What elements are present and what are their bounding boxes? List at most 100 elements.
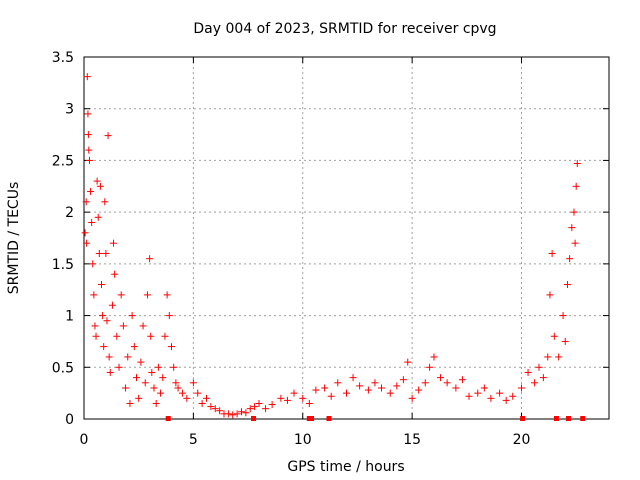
data-point (110, 239, 118, 247)
data-point (443, 379, 451, 387)
data-point (98, 281, 105, 289)
x-axis-label: GPS time / hours (287, 459, 404, 475)
data-point (544, 353, 552, 361)
data-point (238, 408, 245, 416)
bottom-marker (566, 416, 572, 421)
data-point (141, 379, 149, 387)
data-point (113, 332, 121, 340)
data-point (89, 260, 97, 268)
data-point (152, 399, 160, 407)
data-point (119, 322, 127, 330)
data-point (104, 132, 112, 140)
data-point (122, 384, 130, 392)
data-point (349, 374, 357, 382)
y-tick-label: 0 (65, 412, 74, 428)
x-tick-label: 0 (80, 432, 89, 448)
chart-title: Day 004 of 2023, SRMTID for receiver cpv… (193, 21, 496, 37)
data-point (343, 389, 350, 397)
data-point (299, 394, 307, 402)
data-point (334, 379, 342, 387)
data-point (404, 358, 412, 366)
data-points (81, 73, 581, 419)
data-point (268, 401, 276, 409)
data-point (458, 376, 466, 384)
data-point (563, 281, 571, 289)
data-point (277, 394, 285, 402)
x-tick-label: 5 (189, 432, 198, 448)
data-point (364, 386, 372, 394)
data-point (546, 291, 554, 299)
data-point (229, 411, 237, 419)
data-point (312, 386, 320, 394)
data-point (165, 312, 173, 320)
data-point (561, 337, 569, 345)
data-point (163, 291, 171, 299)
data-point (157, 389, 165, 397)
data-point (502, 396, 510, 404)
data-point (174, 384, 182, 392)
y-axis-label: SRMTID / TECUs (6, 182, 22, 295)
data-point (571, 239, 579, 247)
data-point (305, 399, 313, 407)
data-point (509, 392, 517, 400)
data-point (572, 182, 580, 190)
data-point (137, 358, 145, 366)
data-point (111, 270, 119, 278)
data-point (92, 332, 100, 340)
y-tick-label: 0.5 (52, 360, 74, 376)
data-point (194, 389, 202, 397)
data-point (496, 389, 504, 397)
data-point (251, 403, 259, 411)
data-point (148, 368, 156, 376)
y-tick-label: 3.5 (52, 50, 74, 66)
data-point (100, 343, 108, 351)
data-point (88, 218, 96, 226)
data-point (93, 177, 101, 185)
data-point (255, 399, 263, 407)
y-tick-label: 3 (65, 102, 74, 118)
data-point (535, 363, 543, 371)
data-point (327, 392, 335, 400)
data-point (207, 403, 215, 411)
data-point (172, 379, 180, 387)
data-point (242, 409, 250, 417)
plot-frame (83, 56, 610, 420)
data-point (147, 332, 155, 340)
data-point (321, 384, 329, 392)
data-point (465, 392, 473, 400)
data-point (83, 73, 91, 81)
data-point (130, 343, 138, 351)
data-point (81, 229, 89, 237)
data-point (531, 379, 539, 387)
data-point (84, 110, 92, 118)
data-point (246, 405, 254, 413)
data-point (154, 363, 162, 371)
data-point (378, 384, 385, 392)
data-point (82, 198, 90, 206)
x-tick-label: 20 (513, 432, 531, 448)
data-point (94, 213, 102, 221)
data-point (216, 407, 224, 415)
data-point (430, 353, 438, 361)
data-point (105, 353, 113, 361)
data-point (452, 384, 460, 392)
data-point (408, 394, 416, 402)
data-point (198, 399, 206, 407)
data-point (128, 312, 136, 320)
data-point (437, 374, 445, 382)
bottom-marker (520, 416, 526, 421)
data-point (126, 399, 134, 407)
data-point (189, 379, 197, 387)
data-point (101, 198, 109, 206)
data-point (570, 208, 578, 216)
data-point (233, 410, 241, 418)
bottom-marker (165, 416, 171, 421)
axis-ticks: 0 0.5 1 1.5 2 2.5 3 3.5 0 5 10 15 20 (52, 50, 609, 448)
data-point (290, 389, 298, 397)
data-point (474, 389, 482, 397)
data-point (262, 405, 270, 413)
data-point (203, 394, 210, 402)
data-point (150, 384, 158, 392)
data-point (550, 332, 558, 340)
